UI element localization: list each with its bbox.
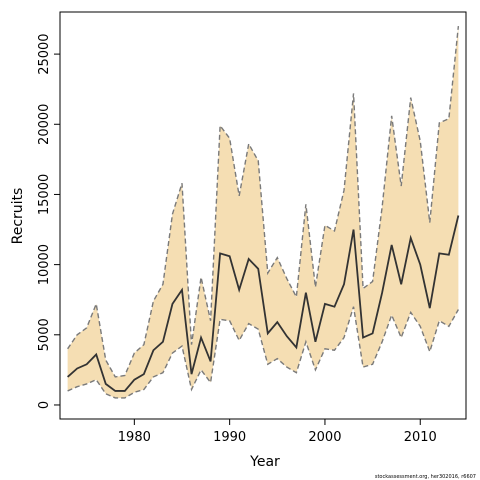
y-tick-label: 0 [37,401,52,409]
upper-bound-line [67,25,460,378]
x-tick-label: 1980 [118,430,151,445]
lower-bound-line [67,306,459,399]
axes: 1980 1990 2000 2010 0 5000 10000 15000 20000 2500… [37,11,467,445]
y-tick-label: 15000 [37,174,52,215]
y-tick-label: 20000 [37,104,52,145]
plot-area [67,25,460,399]
x-tick-label: 2000 [308,430,341,445]
y-axis-title: Recruits [10,188,26,245]
x-axis-title: Year [249,454,280,470]
credit-text: stockassessment.org, her302016, r6607 [375,474,476,480]
plot-frame [59,11,467,420]
y-tick-label: 25000 [37,33,52,74]
y-tick-label: 5000 [37,318,52,351]
y-tick-label: 10000 [37,244,52,285]
estimate-line [67,215,460,392]
x-tick-label: 1990 [213,430,246,445]
x-tick-label: 2010 [404,430,437,445]
